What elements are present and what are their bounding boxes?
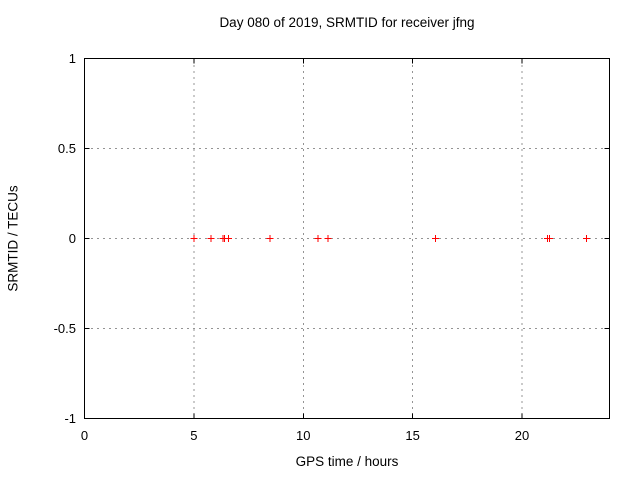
x-axis-label: GPS time / hours <box>295 454 399 469</box>
data-point-marker <box>207 235 215 242</box>
y-tick-label: -1 <box>64 410 76 426</box>
x-tick-label: 0 <box>80 428 89 443</box>
x-tick-label: 5 <box>190 428 198 443</box>
plot-area <box>84 58 610 419</box>
chart-title: Day 080 of 2019, SRMTID for receiver jfn… <box>219 15 475 30</box>
data-point-marker <box>583 235 591 242</box>
data-point-marker <box>324 235 332 242</box>
data-point-marker <box>190 235 198 242</box>
data-point-marker <box>431 235 439 242</box>
y-tick-label: -0.5 <box>53 320 76 336</box>
y-tick-label: 1 <box>68 50 76 66</box>
data-point-marker <box>266 235 274 242</box>
y-tick-label: 0.5 <box>57 140 76 156</box>
x-tick-label: 10 <box>296 428 311 443</box>
x-tick-label: 20 <box>514 428 530 443</box>
data-point-marker <box>314 235 322 242</box>
x-tick-label: 15 <box>405 428 420 443</box>
data-point-marker <box>224 235 232 242</box>
y-tick-label: 0 <box>68 230 76 246</box>
data-point-marker <box>546 235 554 242</box>
